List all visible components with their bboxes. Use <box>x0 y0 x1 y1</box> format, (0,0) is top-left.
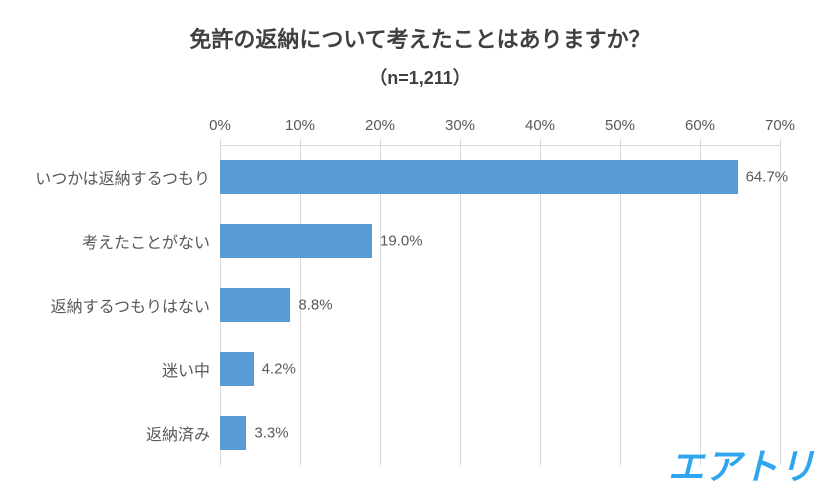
x-tick-label: 70% <box>765 117 795 134</box>
category-label: 返納済み <box>146 421 210 445</box>
category-label: いつかは返納するつもり <box>35 165 210 189</box>
category-label: 返納するつもりはない <box>51 293 210 317</box>
brand-logo: エアトリ <box>668 438 816 490</box>
bar-value-label: 4.2% <box>262 361 296 378</box>
tick-mark <box>700 139 701 145</box>
x-axis-line <box>220 145 780 146</box>
category-label: 迷い中 <box>162 357 210 381</box>
bar: 8.8% <box>220 288 290 322</box>
category-label: 考えたことがない <box>82 229 210 253</box>
x-tick-label: 20% <box>365 117 395 134</box>
bar-value-label: 19.0% <box>380 233 423 250</box>
tick-mark <box>380 139 381 145</box>
gridline <box>780 145 781 465</box>
bar: 19.0% <box>220 224 372 258</box>
tick-mark <box>300 139 301 145</box>
tick-mark <box>620 139 621 145</box>
bar-value-label: 64.7% <box>746 169 789 186</box>
x-tick-label: 60% <box>685 117 715 134</box>
tick-mark <box>460 139 461 145</box>
x-tick-label: 40% <box>525 117 555 134</box>
x-tick-label: 50% <box>605 117 635 134</box>
x-tick-label: 30% <box>445 117 475 134</box>
plot-area: 0%10%20%30%40%50%60%70%64.7%19.0%8.8%4.2… <box>220 145 780 465</box>
bar-value-label: 3.3% <box>254 425 288 442</box>
bar: 4.2% <box>220 352 254 386</box>
chart-container: 免許の返納について考えたことはありますか？ （n=1,211） いつかは返納する… <box>0 0 840 504</box>
tick-mark <box>780 139 781 145</box>
x-tick-label: 10% <box>285 117 315 134</box>
x-tick-label: 0% <box>209 117 231 134</box>
tick-mark <box>540 139 541 145</box>
tick-mark <box>220 139 221 145</box>
bar-value-label: 8.8% <box>298 297 332 314</box>
y-axis-labels: いつかは返納するつもり考えたことがない返納するつもりはない迷い中返納済み <box>0 145 220 465</box>
bar: 64.7% <box>220 160 738 194</box>
chart-title: 免許の返納について考えたことはありますか？ <box>0 0 840 54</box>
chart-subtitle: （n=1,211） <box>0 64 840 90</box>
bar: 3.3% <box>220 416 246 450</box>
